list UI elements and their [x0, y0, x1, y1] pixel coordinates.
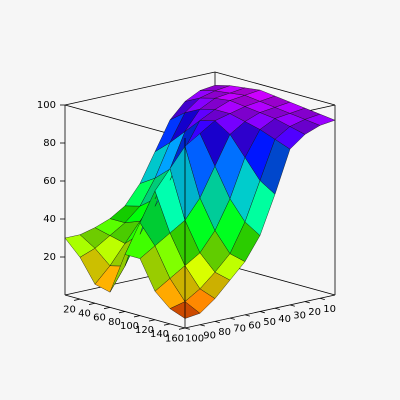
y-tick-label: 30: [293, 311, 306, 322]
x-tick-label: 60: [93, 313, 106, 324]
x-tick-label: 120: [135, 325, 154, 336]
box-edge: [64, 71, 216, 106]
x-tick: [88, 302, 96, 305]
x-tick: [163, 323, 171, 326]
y-tick-label: 100: [185, 334, 204, 345]
y-tick-label: 60: [248, 320, 261, 331]
x-tick: [118, 311, 126, 314]
y-tick: [199, 324, 205, 327]
z-tick-label: 40: [43, 214, 56, 225]
y-tick: [289, 304, 295, 307]
y-tick: [229, 317, 235, 320]
x-tick: [148, 319, 156, 322]
y-tick: [304, 301, 310, 304]
x-tick-label: 20: [63, 304, 76, 315]
y-tick: [274, 307, 280, 310]
y-tick: [244, 314, 250, 317]
x-tick: [73, 298, 81, 301]
z-tick-label: 100: [37, 100, 56, 111]
y-tick-label: 90: [203, 330, 216, 341]
z-tick-label: 60: [43, 176, 56, 187]
y-tick-label: 10: [323, 304, 336, 315]
x-tick: [103, 306, 111, 310]
x-tick-label: 160: [165, 333, 184, 344]
y-tick-label: 50: [263, 317, 276, 328]
y-tick-label: 80: [218, 327, 231, 338]
y-tick: [259, 311, 265, 314]
x-tick-label: 140: [150, 329, 169, 340]
x-tick: [133, 315, 141, 318]
x-tick: [178, 327, 186, 330]
z-tick-label: 80: [43, 138, 56, 149]
z-tick-label: 20: [43, 252, 56, 263]
y-tick: [319, 297, 325, 301]
x-tick-label: 40: [78, 309, 91, 320]
y-tick-label: 70: [233, 324, 246, 335]
x-tick-label: 80: [108, 317, 121, 328]
y-tick: [214, 321, 220, 324]
y-tick-label: 40: [278, 314, 291, 325]
box-edge: [214, 71, 336, 106]
x-tick-label: 100: [120, 321, 139, 332]
y-tick: [184, 327, 190, 330]
surface-patch: [304, 113, 336, 126]
y-tick-label: 20: [308, 307, 321, 318]
